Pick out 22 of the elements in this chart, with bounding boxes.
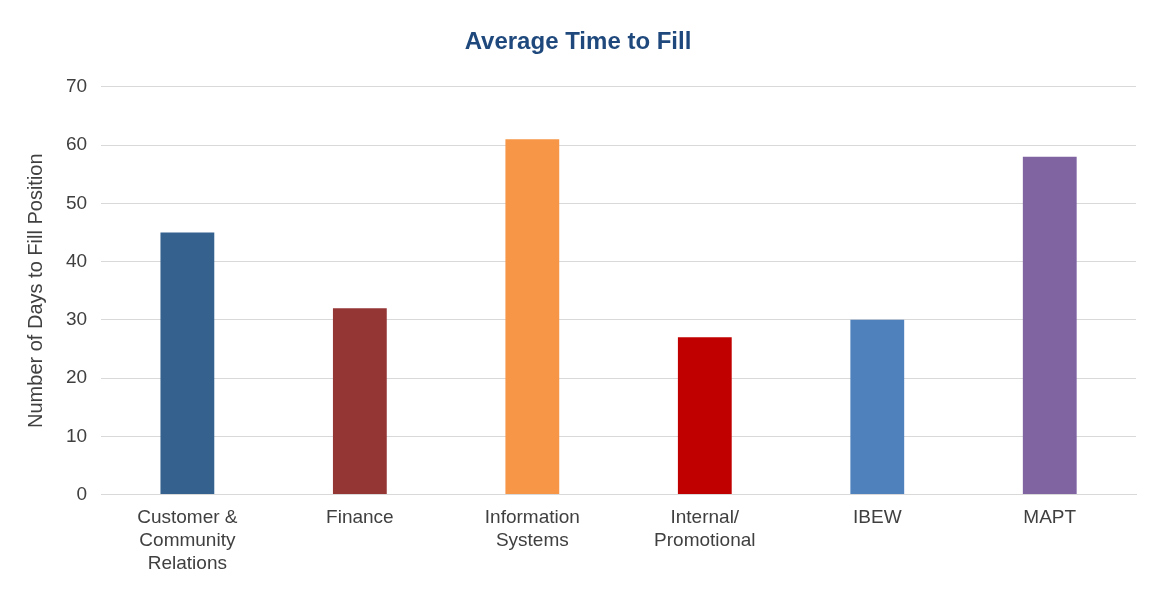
x-tick-label: Finance [326,506,394,528]
bar [677,337,732,495]
x-tick-label: MAPT [1023,506,1077,528]
y-tick-label: 50 [65,191,88,213]
x-tick-label: Customer & Community Relations [137,506,238,573]
y-tick-label: 0 [76,482,88,504]
y-tick-label: 70 [65,75,88,97]
y-tick-label: 40 [65,249,88,271]
bar [505,139,560,495]
y-tick-label: 20 [65,366,88,388]
x-tick-label: IBEW [853,506,902,528]
x-tick-label: Internal/ Promotional [654,506,756,551]
bar [1022,156,1077,495]
y-tick-label: 60 [65,133,88,155]
y-axis-title: Number of Days to Fill Position [23,153,46,428]
chart-title: Average Time to Fill [464,27,692,55]
bar [332,308,387,495]
x-tick-label: Information Systems [484,506,580,551]
y-tick-label: 10 [65,424,88,446]
bar [850,319,905,495]
y-tick-label: 30 [65,308,88,330]
bar [160,232,215,495]
